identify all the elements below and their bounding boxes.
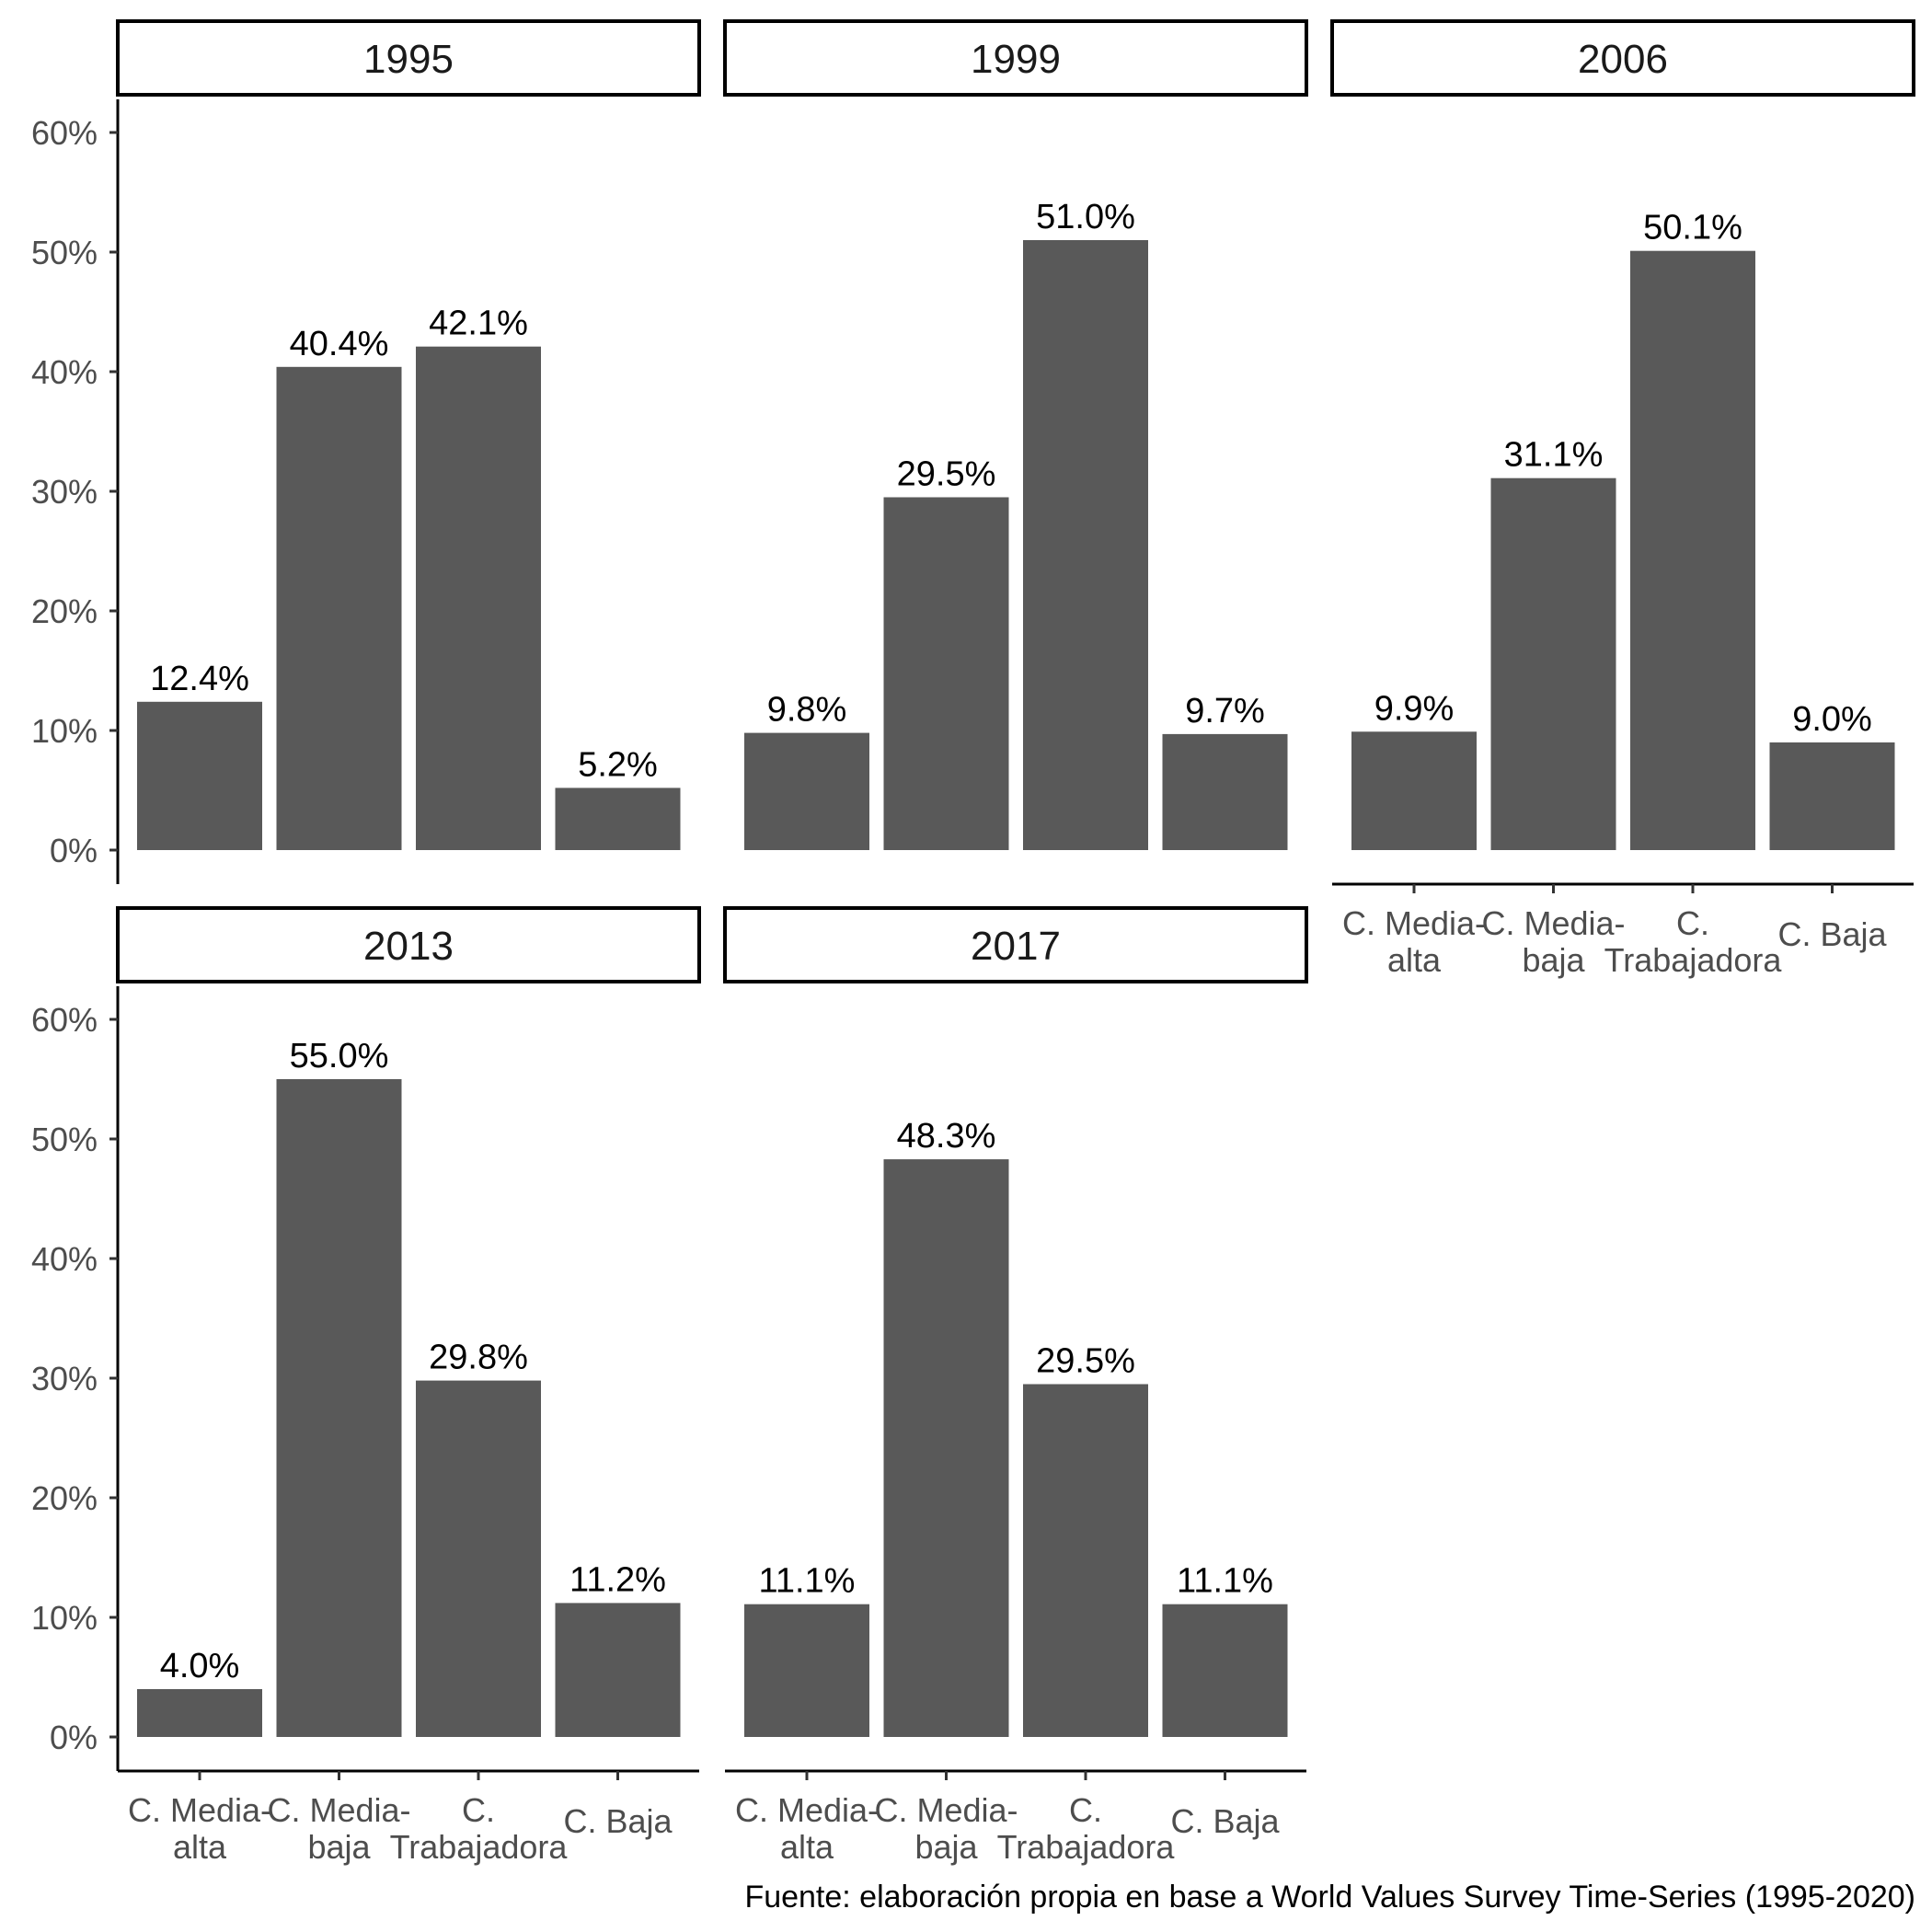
- y-tick-label: 0%: [50, 832, 98, 869]
- bar: [744, 732, 869, 850]
- bar-value-label: 29.5%: [1036, 1342, 1135, 1381]
- bar: [416, 346, 541, 850]
- bar-value-label: 12.4%: [150, 660, 249, 698]
- x-tick-label: baja: [914, 1828, 978, 1866]
- x-tick-label: C.: [1069, 1791, 1102, 1829]
- chart-panels: 1995 0% 10% 20% 30% 40% 50% 60% 12.4% 40.4% 42.1% 5…: [31, 19, 1915, 1866]
- y-tick-label: 60%: [31, 114, 98, 152]
- panel-strip: [116, 19, 701, 97]
- bar: [1023, 240, 1148, 850]
- bar-value-label: 29.5%: [897, 455, 996, 494]
- y-tick-label: 30%: [31, 473, 98, 511]
- y-tick-label: 20%: [31, 1479, 98, 1517]
- bar-value-label: 9.9%: [1374, 689, 1455, 728]
- panel-title: 1995: [363, 37, 454, 82]
- bar-value-label: 29.8%: [429, 1339, 528, 1377]
- x-tick-label: alta: [1387, 941, 1442, 979]
- x-tick-label: alta: [173, 1828, 227, 1866]
- bar-value-label: 9.7%: [1185, 692, 1265, 730]
- bar: [555, 788, 681, 850]
- x-tick-label: C.: [1676, 904, 1709, 942]
- bar: [1351, 731, 1477, 850]
- bar: [744, 1604, 869, 1737]
- panel-strip: [723, 19, 1308, 97]
- x-tick-label: C. Media-: [267, 1791, 410, 1829]
- chart-caption: Fuente: elaboración propia en base a Wor…: [744, 1880, 1915, 1915]
- bar: [1490, 477, 1616, 850]
- x-tick-label: C. Media-: [1342, 904, 1486, 942]
- bar: [1023, 1384, 1148, 1737]
- x-tick-label: C. Baja: [1777, 915, 1887, 953]
- x-tick-label: C. Media-: [874, 1791, 1018, 1829]
- panel-strip: [116, 906, 701, 983]
- x-tick-label: C. Baja: [1170, 1802, 1280, 1840]
- panel-title: 1999: [971, 37, 1061, 82]
- bar-value-label: 50.1%: [1643, 209, 1742, 247]
- y-tick-label: 40%: [31, 353, 98, 391]
- bar-value-label: 11.1%: [1177, 1562, 1273, 1601]
- bar: [276, 366, 402, 850]
- bar: [1162, 1604, 1288, 1737]
- bar: [137, 1689, 262, 1737]
- bar: [1630, 250, 1755, 850]
- bar-value-label: 31.1%: [1504, 436, 1604, 475]
- x-tick-label: C. Media-: [735, 1791, 879, 1829]
- bar-value-label: 11.1%: [759, 1562, 856, 1601]
- panel-title: 2017: [971, 924, 1061, 969]
- bar-value-label: 4.0%: [160, 1647, 240, 1685]
- bar-value-label: 42.1%: [429, 305, 528, 343]
- bar: [1769, 742, 1895, 850]
- x-tick-label: baja: [1522, 941, 1585, 979]
- bar-value-label: 5.2%: [578, 745, 658, 784]
- panel-title: 2006: [1578, 37, 1668, 82]
- y-tick-label: 30%: [31, 1360, 98, 1397]
- bar-value-label: 51.0%: [1036, 198, 1135, 236]
- bar-value-label: 48.3%: [897, 1117, 996, 1156]
- x-tick-label: baja: [307, 1828, 371, 1866]
- y-tick-label: 10%: [31, 1599, 98, 1637]
- panel-1995: 1995 0% 10% 20% 30% 40% 50% 60% 12.4% 40.4% 42.1% 5…: [31, 19, 701, 884]
- panel-1999: 1999 9.8% 29.5% 51.0% 9.7%: [723, 19, 1308, 850]
- x-tick-label: Trabajadora: [390, 1828, 569, 1866]
- y-tick-label: 20%: [31, 592, 98, 630]
- x-tick-label: Trabajadora: [997, 1828, 1176, 1866]
- panel-title: 2013: [363, 924, 454, 969]
- bar: [883, 1159, 1009, 1737]
- y-tick-label: 60%: [31, 1001, 98, 1039]
- bar-value-label: 9.8%: [767, 691, 847, 730]
- bar-value-label: 55.0%: [290, 1037, 389, 1075]
- panel-strip: [723, 906, 1308, 983]
- x-tick-label: alta: [780, 1828, 834, 1866]
- panel-strip: [1330, 19, 1915, 97]
- bar-value-label: 11.2%: [569, 1560, 666, 1599]
- x-tick-label: C. Baja: [563, 1802, 673, 1840]
- x-tick-label: C. Media-: [128, 1791, 271, 1829]
- bar: [137, 701, 262, 850]
- y-tick-label: 50%: [31, 1121, 98, 1158]
- bar: [555, 1603, 681, 1737]
- bar: [883, 497, 1009, 850]
- y-tick-label: 0%: [50, 1719, 98, 1756]
- panel-2013: 2013 0% 10% 20% 30% 40% 50% 60% 4.0% 55.0% 29.8% 11…: [31, 906, 701, 1866]
- x-tick-label: C. Media-: [1481, 904, 1625, 942]
- x-tick-label: C.: [462, 1791, 495, 1829]
- bar-value-label: 9.0%: [1792, 700, 1872, 739]
- x-tick-label: Trabajadora: [1604, 941, 1783, 979]
- bar: [416, 1380, 541, 1737]
- y-tick-label: 10%: [31, 712, 98, 750]
- y-tick-label: 40%: [31, 1240, 98, 1278]
- bar: [1162, 733, 1288, 850]
- y-tick-label: 50%: [31, 234, 98, 271]
- bar: [276, 1079, 402, 1737]
- bar-value-label: 40.4%: [290, 325, 389, 363]
